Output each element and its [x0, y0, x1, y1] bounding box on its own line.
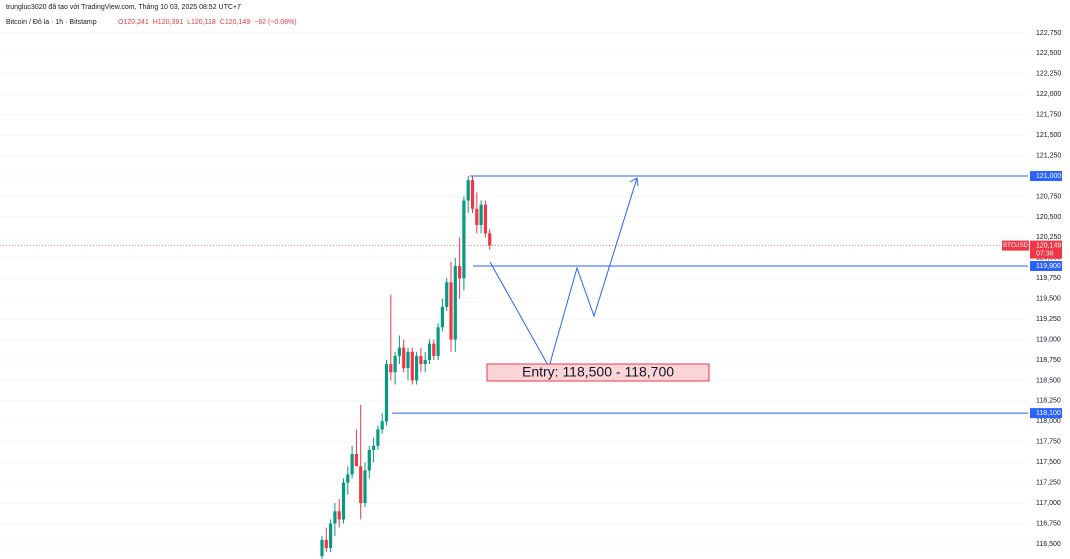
candle-body: [466, 180, 470, 201]
y-tick-label: 119,250: [1036, 316, 1061, 323]
symbol-label: BTCUSD: [1003, 243, 1028, 249]
level-label: 118,100: [1036, 410, 1061, 417]
candle-body: [449, 282, 453, 340]
candle-body: [359, 466, 363, 504]
plot: [0, 175, 1028, 559]
last-price-label: 120,149: [1036, 242, 1061, 249]
grid: [0, 32, 1028, 545]
header: trungluc3020 đã tạo với TradingView.com,…: [6, 4, 241, 11]
candle-body: [423, 359, 427, 365]
y-tick-label: 122,000: [1036, 91, 1061, 98]
y-tick-label: 116,750: [1036, 520, 1061, 527]
candle-body: [376, 429, 380, 446]
candle-body: [488, 233, 492, 246]
y-tick-label: 119,500: [1036, 296, 1061, 303]
ohlc-value: O120,241: [118, 19, 149, 26]
candle-body: [329, 523, 333, 549]
ohlc-value: −92 (−0.08%): [254, 19, 296, 26]
arrow-head: [629, 177, 639, 187]
y-tick-label: 117,500: [1036, 459, 1061, 466]
candle-body: [397, 347, 401, 356]
candle-body: [453, 265, 457, 340]
candle-body: [393, 355, 397, 373]
candle-body: [367, 449, 371, 471]
y-tick-label: 118,500: [1036, 377, 1061, 384]
entry-label: Entry: 118,500 - 118,700: [522, 364, 674, 380]
candle-body: [350, 454, 354, 475]
ohlc-legend: O120,241 H120,391 L120,118 C120,149 −92 (−0.…: [118, 19, 297, 26]
y-tick-label: 117,750: [1036, 439, 1061, 446]
y-tick-label: 118,250: [1036, 398, 1061, 405]
candle-body: [363, 470, 367, 504]
candle-body: [479, 204, 483, 226]
countdown-label: 07:36: [1036, 250, 1054, 257]
y-tick-label: 122,750: [1036, 30, 1061, 37]
candle-body: [333, 511, 337, 524]
y-tick-label: 117,250: [1036, 479, 1061, 486]
candle-body: [475, 208, 479, 226]
candle-body: [389, 364, 393, 373]
candle-body: [406, 351, 410, 369]
y-tick-label: 121,750: [1036, 112, 1061, 119]
candle-body: [483, 204, 487, 234]
candle-body: [432, 343, 436, 356]
candle-body: [470, 180, 475, 209]
level-tag: [1030, 408, 1062, 419]
candle-body: [354, 454, 358, 467]
y-tick-label: 121,500: [1036, 132, 1061, 139]
ohlc-value: L120,118: [187, 19, 216, 26]
candle-body: [445, 282, 449, 307]
candle-body: [419, 355, 423, 365]
y-tick-label: 119,000: [1036, 336, 1061, 343]
symbol-tag: [1002, 240, 1029, 251]
level-tag: [1030, 171, 1062, 182]
level-label: 121,000: [1036, 173, 1061, 180]
candle-body: [427, 343, 432, 360]
y-tick-label: 118,000: [1036, 418, 1061, 425]
y-tick-label: 121,250: [1036, 152, 1061, 159]
projection-path: [489, 177, 638, 369]
candle-body: [372, 445, 376, 450]
candle-body: [458, 265, 462, 279]
y-tick-label: 122,500: [1036, 50, 1061, 57]
symbol-line: Bitcoin / Đô la · 1h · Bitstamp: [6, 19, 97, 26]
entry-box: [486, 363, 710, 382]
y-tick-label: 118,750: [1036, 357, 1061, 364]
last-price-tag: [1030, 240, 1062, 259]
y-tick-label: 119,750: [1036, 275, 1061, 282]
candle-body: [415, 355, 419, 381]
ohlc-value: H120,391: [153, 19, 183, 26]
level-tag: [1030, 260, 1062, 271]
candle-body: [346, 474, 350, 483]
y-tick-label: 117,000: [1036, 500, 1061, 507]
candle-body: [440, 306, 444, 328]
price-axis: 116,500 116,750 117,000 117,250 117,500 117,7…: [1002, 30, 1062, 548]
y-tick-label: 116,500: [1036, 541, 1061, 548]
y-tick-label: 120,500: [1036, 214, 1061, 221]
level-label: 119,900: [1036, 263, 1061, 270]
candle-body: [410, 351, 414, 381]
y-tick-label: 120,750: [1036, 193, 1061, 200]
candle-body: [384, 364, 389, 422]
ohlc-value: C120,149: [220, 19, 250, 26]
y-tick-label: 122,250: [1036, 71, 1061, 78]
candle-body: [320, 539, 324, 557]
candle-body: [402, 347, 406, 369]
candle-body: [341, 482, 346, 520]
candle-body: [462, 200, 466, 279]
candle-body: [380, 421, 384, 430]
candle-body: [337, 511, 341, 520]
candle-body: [436, 327, 440, 356]
candle-body: [324, 539, 328, 549]
y-tick-label: 120,250: [1036, 234, 1061, 241]
